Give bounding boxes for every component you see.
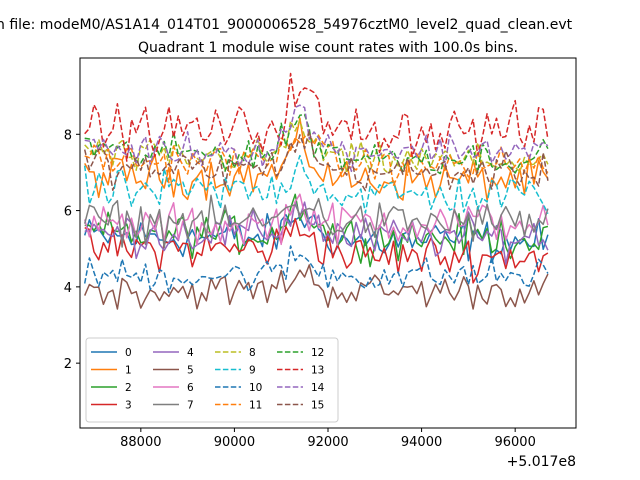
legend-label-0: 0	[125, 347, 132, 359]
legend-label-10: 10	[249, 382, 262, 394]
y-tick-label: 8	[64, 128, 72, 143]
legend-label-15: 15	[311, 400, 324, 412]
x-tick-label: 90000	[214, 435, 255, 450]
y-tick-label: 6	[64, 205, 72, 220]
legend-label-11: 11	[249, 400, 262, 412]
series-line-14	[84, 104, 549, 173]
figure-suptitle: n file: modeM0/AS1A14_014T01_9000006528_…	[0, 17, 573, 33]
x-tick-label: 94000	[401, 435, 442, 450]
x-offset-label: +5.017e8	[507, 454, 576, 470]
series-line-10	[83, 245, 549, 294]
legend-label-7: 7	[187, 400, 194, 412]
series-line-8	[84, 119, 549, 175]
series-line-0	[83, 213, 549, 264]
series-layer	[83, 72, 549, 310]
legend-label-9: 9	[249, 365, 256, 377]
series-line-1	[84, 117, 549, 201]
x-axis: 88000 90000 92000 94000 96000	[120, 428, 536, 450]
y-tick-label: 2	[64, 357, 72, 372]
legend-box	[85, 337, 339, 423]
series-line-15	[83, 130, 549, 192]
chart-title: Quadrant 1 module wise count rates with …	[138, 40, 518, 56]
legend-label-2: 2	[125, 382, 132, 394]
legend-label-8: 8	[249, 347, 256, 359]
legend-label-5: 5	[187, 365, 194, 377]
x-tick-label: 96000	[494, 435, 535, 450]
y-axis: 2 4 6 8	[64, 128, 80, 372]
legend-label-13: 13	[311, 365, 324, 377]
series-line-9	[83, 154, 549, 215]
series-line-12	[84, 113, 549, 175]
x-tick-label: 88000	[120, 435, 161, 450]
series-line-13	[84, 72, 549, 162]
legend-label-6: 6	[187, 382, 194, 394]
legend-label-3: 3	[125, 400, 132, 412]
legend-label-14: 14	[311, 382, 325, 394]
x-tick-label: 92000	[307, 435, 348, 450]
series-line-11	[84, 132, 549, 187]
y-tick-label: 4	[64, 281, 72, 296]
series-line-5	[84, 264, 549, 310]
series-line-3	[84, 217, 549, 284]
legend-label-12: 12	[311, 347, 324, 359]
legend-label-1: 1	[125, 365, 132, 377]
series-line-7	[83, 194, 549, 249]
legend-label-4: 4	[187, 347, 194, 359]
